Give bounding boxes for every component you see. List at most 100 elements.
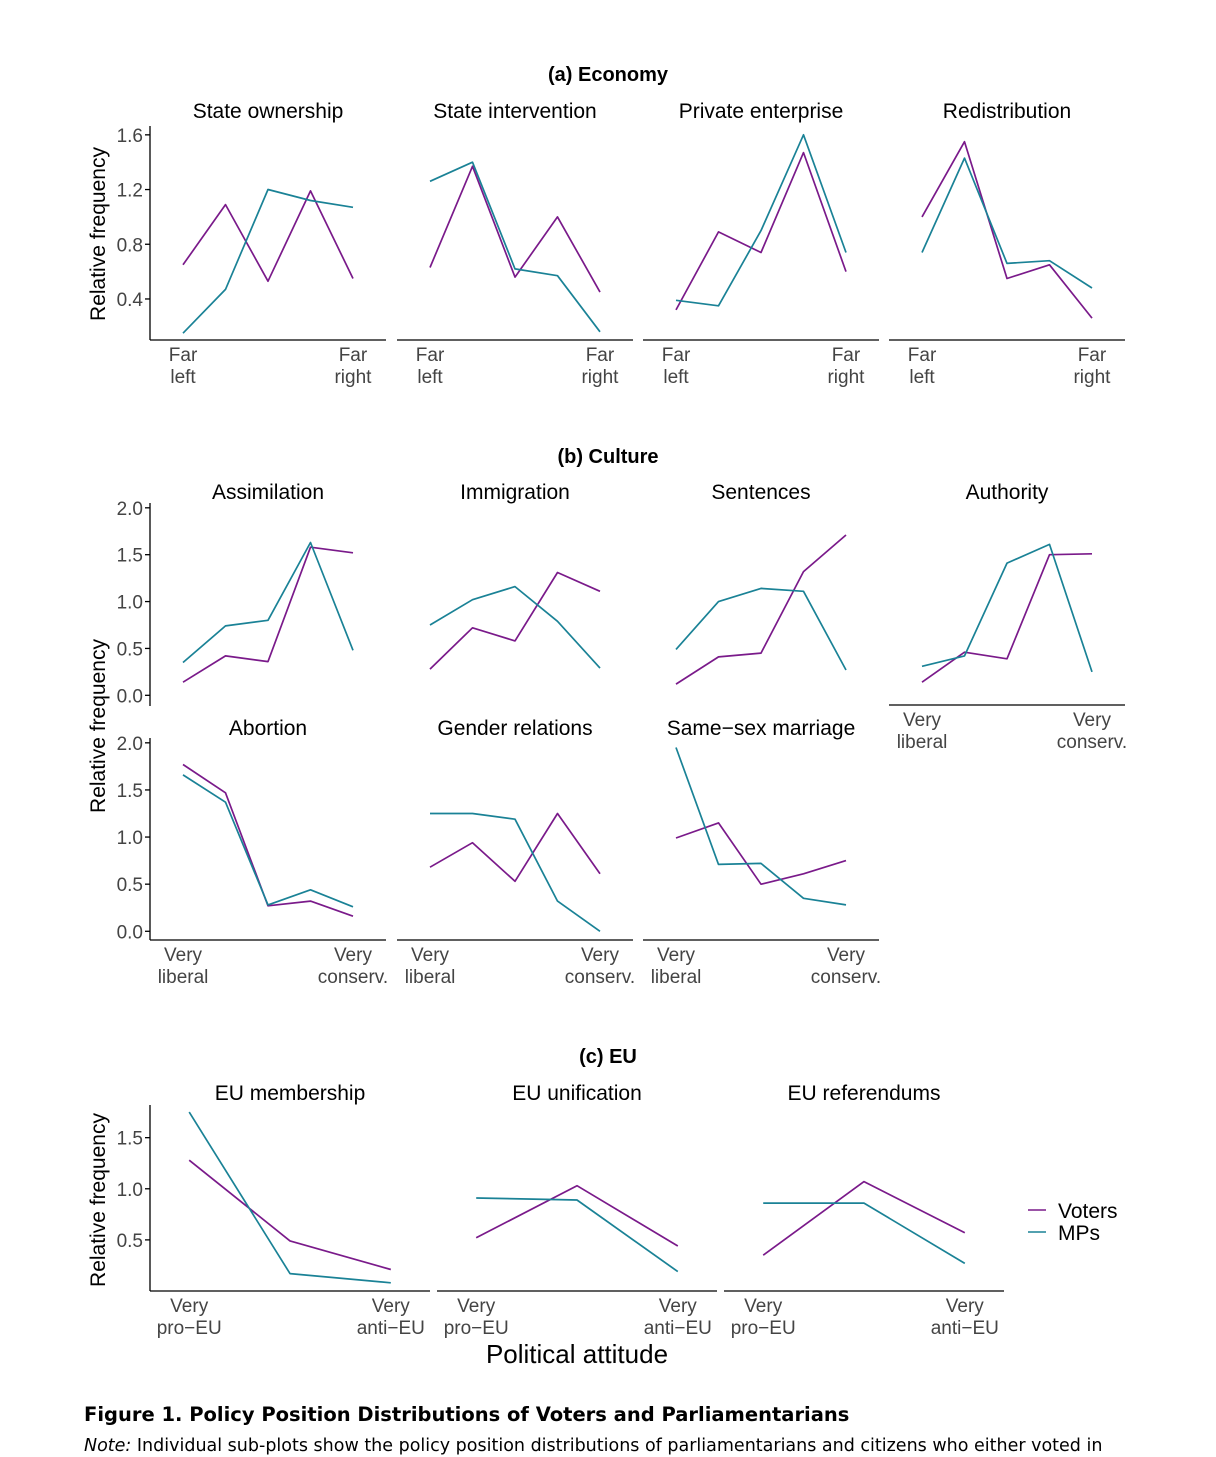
panel-title-private-enterprise: Private enterprise (679, 100, 844, 123)
panel-private-enterprise: Private enterprise Far left Far right (643, 100, 879, 388)
x-tick-label-right: Very conserv. (565, 945, 635, 988)
y-tick-label: 2.0 (117, 499, 143, 520)
x-tick-label-left: Very liberal (405, 945, 456, 988)
figure-caption-title: Figure 1. Policy Position Distributions … (84, 1403, 850, 1426)
note-label: Note: (84, 1436, 132, 1456)
series-line-mps (188, 1111, 391, 1284)
series-line-voters (921, 140, 1093, 319)
series-line-voters (429, 571, 601, 670)
series-line-voters (182, 546, 354, 683)
x-tick-label-right: Far right (1073, 345, 1111, 388)
panel-state-intervention: State intervention Far left Far right (397, 100, 633, 388)
panel-title-immigration: Immigration (460, 481, 570, 504)
panel-title-redistribution: Redistribution (943, 100, 1071, 123)
panel-state-ownership: State ownership 0.4 0.8 1.2 1.6 Far left Far rig… (117, 100, 386, 388)
x-tick-label-left: Very liberal (897, 710, 948, 753)
legend-voters-label: Voters (1058, 1200, 1118, 1223)
panel-authority: Authority Very liberal Very conserv. (889, 481, 1127, 753)
panel-title-sentences: Sentences (711, 481, 810, 504)
series-line-voters (429, 165, 601, 293)
series-line-voters (762, 1180, 966, 1256)
panel-gender-relations: Gender relations Very liberal Very conserv. (397, 717, 635, 988)
y-tick-label: 1.2 (117, 181, 143, 202)
panel-title-gender-relations: Gender relations (437, 717, 592, 740)
x-tick-label-left: Very pro−EU (731, 1296, 796, 1339)
series-line-voters (675, 151, 847, 311)
series-line-voters (188, 1159, 392, 1271)
section-title-culture: (b) Culture (557, 446, 658, 468)
series-line-voters (675, 822, 847, 886)
x-tick-label-left: Far left (908, 345, 937, 388)
y-tick-label: 1.5 (117, 781, 143, 802)
y-tick-label: 1.5 (117, 546, 143, 567)
panel-same-sex-marriage: Same−sex marriage Very liberal Very conserv. (643, 717, 881, 988)
panel-immigration: Immigration (429, 481, 601, 670)
y-tick-label: 0.8 (117, 235, 143, 256)
series-line-voters (475, 1184, 679, 1247)
panel-title-assimilation: Assimilation (212, 481, 324, 504)
y-tick-label: 0.5 (117, 639, 143, 660)
y-tick-label: 1.0 (117, 1180, 143, 1201)
y-tick-label: 1.6 (117, 126, 143, 147)
y-tick-label: 1.5 (117, 1129, 143, 1150)
series-line-mps (182, 774, 354, 908)
y-tick-label: 1.0 (117, 593, 143, 614)
x-tick-label-left: Very liberal (651, 945, 702, 988)
panel-title-state-intervention: State intervention (433, 100, 596, 123)
y-tick-label: 0.5 (117, 875, 143, 896)
y-axis-title-economy: Relative frequency (87, 147, 110, 321)
legend-mps-label: MPs (1058, 1222, 1100, 1245)
panel-eu-membership: EU membership 0.5 1.0 1.5 Very pro−EU Very anti… (117, 1082, 430, 1339)
series-line-mps (763, 1202, 966, 1265)
section-title-economy: (a) Economy (548, 64, 669, 86)
series-line-voters (429, 812, 601, 883)
series-line-mps (429, 585, 601, 669)
x-tick-label-right: Very conserv. (318, 945, 388, 988)
panel-title-eu-referendums: EU referendums (788, 1082, 941, 1105)
panel-redistribution: Redistribution Far left Far right (889, 100, 1125, 388)
series-line-mps (182, 188, 354, 334)
y-axis-title-eu: Relative frequency (87, 1113, 110, 1287)
panel-title-same-sex-marriage: Same−sex marriage (667, 717, 856, 740)
x-tick-label-left: Very pro−EU (444, 1296, 509, 1339)
series-line-voters (675, 534, 847, 685)
series-line-voters (182, 763, 354, 918)
x-tick-label-left: Far left (662, 345, 691, 388)
x-tick-label-left: Very pro−EU (157, 1296, 222, 1339)
panel-assimilation: Assimilation 0.0 0.5 1.0 1.5 2.0 (117, 481, 354, 707)
y-tick-label: 0.0 (117, 686, 143, 707)
series-line-mps (921, 157, 1093, 289)
y-tick-label: 0.0 (117, 922, 143, 943)
section-title-eu: (c) EU (579, 1046, 637, 1068)
panel-abortion: Abortion 0.0 0.5 1.0 1.5 2.0 Very liberal Very co… (117, 717, 389, 988)
x-tick-label-right: Very conserv. (1057, 710, 1127, 753)
x-tick-label-right: Very anti−EU (644, 1296, 712, 1339)
panel-eu-referendums: EU referendums Very pro−EU Very anti−EU (724, 1082, 1004, 1339)
panel-title-authority: Authority (966, 481, 1049, 504)
x-axis-title: Political attitude (486, 1339, 668, 1369)
x-tick-label-right: Far right (827, 345, 865, 388)
x-tick-label-left: Far left (416, 345, 445, 388)
x-tick-label-left: Far left (169, 345, 198, 388)
chart-panels: State ownership 0.4 0.8 1.2 1.6 Far left Far rig… (117, 100, 1128, 1339)
series-line-mps (921, 543, 1093, 673)
panel-eu-unification: EU unification Very pro−EU Very anti−EU (437, 1082, 717, 1339)
series-line-mps (675, 747, 847, 906)
y-tick-label: 0.5 (117, 1231, 143, 1252)
x-tick-label-right: Very anti−EU (357, 1296, 425, 1339)
x-tick-label-right: Very conserv. (811, 945, 881, 988)
series-line-mps (476, 1197, 679, 1273)
panel-title-abortion: Abortion (229, 717, 307, 740)
panel-sentences: Sentences (675, 481, 847, 685)
x-tick-label-right: Very anti−EU (931, 1296, 999, 1339)
series-line-mps (429, 161, 601, 333)
x-tick-label-right: Far right (334, 345, 372, 388)
legend: Voters MPs (1028, 1200, 1118, 1245)
figure-caption-note: Note: Individual sub-plots show the poli… (84, 1436, 1204, 1456)
y-tick-label: 0.4 (117, 290, 144, 311)
series-line-mps (430, 812, 601, 932)
series-line-voters (921, 552, 1093, 683)
y-tick-label: 1.0 (117, 828, 143, 849)
series-line-voters (182, 190, 354, 283)
